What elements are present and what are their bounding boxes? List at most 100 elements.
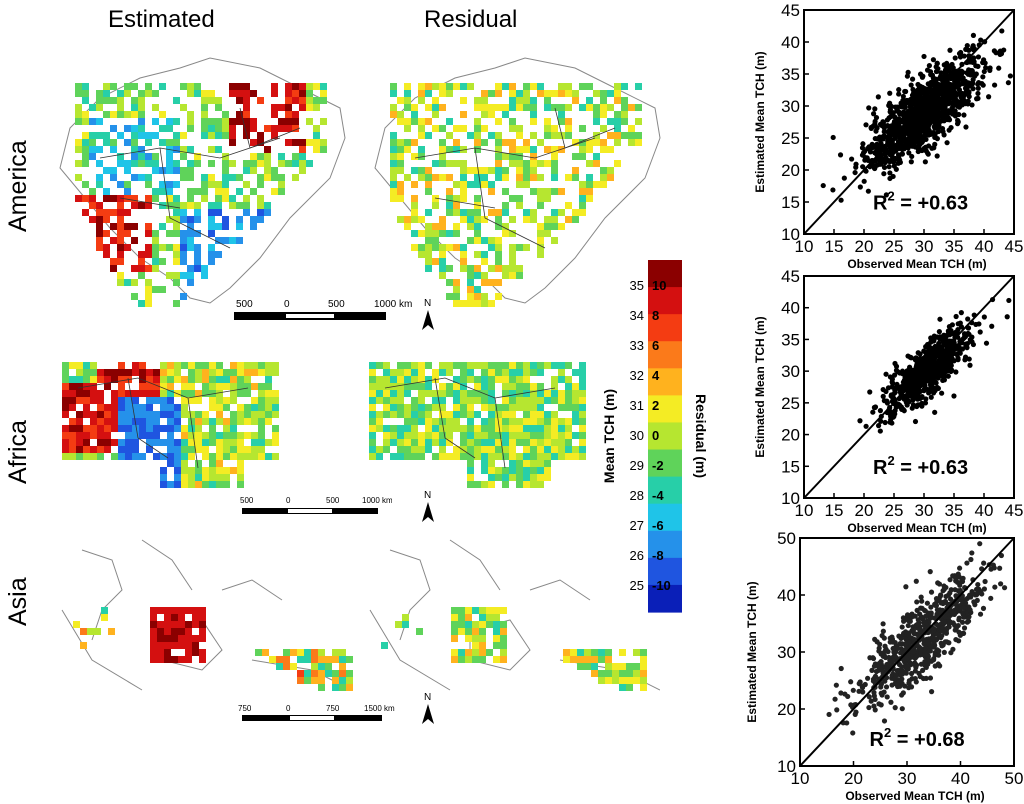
scatter-point [967, 607, 973, 613]
raster-cell [223, 418, 230, 425]
raster-cell [619, 649, 626, 656]
raster-cell [104, 411, 111, 418]
raster-cell [257, 153, 264, 160]
raster-cell [103, 230, 110, 237]
raster-cell [453, 411, 460, 418]
scatter-point [933, 76, 939, 82]
raster-cell [237, 446, 244, 453]
map-asia-residual [369, 539, 660, 691]
raster-cell [439, 83, 446, 90]
raster-cell [215, 97, 222, 104]
raster-cell [103, 97, 110, 104]
scatter-point [834, 707, 840, 713]
raster-cell [236, 188, 243, 195]
raster-cell [230, 425, 237, 432]
raster-cell [404, 90, 411, 97]
raster-cell [390, 153, 397, 160]
raster-cell [411, 118, 418, 125]
scatter-point [919, 605, 925, 611]
raster-cell [530, 481, 537, 488]
raster-cell [188, 467, 195, 474]
raster-cell [607, 132, 614, 139]
raster-cell [188, 397, 195, 404]
scatter-point [877, 641, 883, 647]
scatter-point [899, 151, 906, 157]
raster-cell [509, 139, 516, 146]
raster-cell [516, 202, 523, 209]
scatter-point [905, 393, 911, 399]
scatter-point [971, 59, 977, 65]
raster-cell [145, 293, 152, 300]
raster-cell [223, 453, 230, 460]
raster-cell [453, 300, 460, 307]
scatter-point [918, 661, 924, 667]
scatter-point [926, 354, 933, 360]
raster-cell [195, 390, 202, 397]
raster-cell [96, 223, 103, 230]
raster-cell [481, 293, 488, 300]
raster-cell [605, 649, 612, 656]
raster-cell [523, 216, 530, 223]
raster-cell [544, 397, 551, 404]
scatter-point [899, 138, 905, 144]
raster-cell [118, 362, 125, 369]
raster-cell [474, 209, 481, 216]
scatter-point [888, 393, 895, 399]
raster-cell [404, 411, 411, 418]
raster-cell [446, 195, 453, 202]
border-line [77, 377, 249, 399]
raster-cell [544, 425, 551, 432]
raster-cell [222, 132, 229, 139]
raster-cell [446, 418, 453, 425]
scatter-point [879, 134, 885, 140]
raster-cell [188, 362, 195, 369]
raster-cell [516, 397, 523, 404]
raster-cell [418, 362, 425, 369]
raster-cell [195, 397, 202, 404]
raster-cell [152, 153, 159, 160]
raster-cell [223, 446, 230, 453]
scatter-point [931, 337, 937, 343]
raster-cell [292, 90, 299, 97]
raster-cell [237, 362, 244, 369]
raster-cell [537, 251, 544, 258]
raster-cell [208, 125, 215, 132]
raster-cell [390, 425, 397, 432]
raster-cell [467, 446, 474, 453]
raster-cell [621, 97, 628, 104]
scale-tick: 1000 km [362, 496, 392, 505]
colorbar-mean-tick: 32 [630, 368, 644, 383]
raster-cell [551, 237, 558, 244]
raster-cell [202, 446, 209, 453]
raster-cell [195, 418, 202, 425]
raster-cell [432, 160, 439, 167]
raster-cell [215, 125, 222, 132]
raster-cell [90, 383, 97, 390]
raster-cell [278, 118, 285, 125]
scatter-point [903, 640, 910, 646]
raster-cell [110, 139, 117, 146]
raster-cell [418, 397, 425, 404]
scatter-point [906, 678, 912, 684]
raster-cell [216, 404, 223, 411]
raster-cell [187, 146, 194, 153]
raster-cell [223, 474, 230, 481]
raster-cell [551, 153, 558, 160]
raster-cell [640, 677, 647, 684]
raster-cell [138, 258, 145, 265]
raster-cell [250, 223, 257, 230]
raster-cell [117, 160, 124, 167]
raster-cell [201, 188, 208, 195]
scatter-point [923, 675, 929, 682]
raster-cell [383, 390, 390, 397]
raster-cell [579, 195, 586, 202]
raster-cell [152, 160, 159, 167]
raster-cell [502, 209, 509, 216]
raster-cell [404, 439, 411, 446]
scatter-point [889, 658, 896, 664]
raster-cell [432, 453, 439, 460]
y-tick-label: 20 [781, 161, 800, 180]
scatter-point [884, 694, 890, 700]
raster-cell [579, 383, 586, 390]
scatter-point [938, 118, 944, 124]
